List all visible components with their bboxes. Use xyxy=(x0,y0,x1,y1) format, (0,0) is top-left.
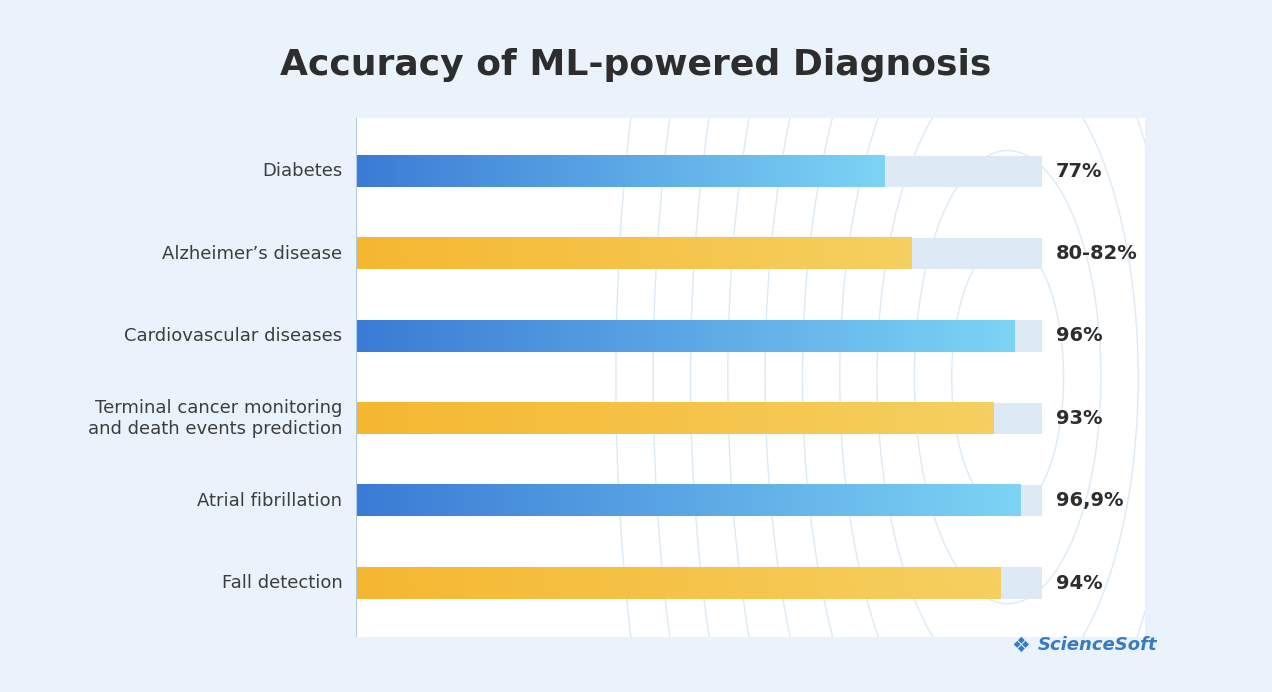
Text: 93%: 93% xyxy=(1056,409,1102,428)
Bar xyxy=(356,238,1042,269)
Bar xyxy=(356,403,1042,434)
Text: Terminal cancer monitoring
and death events prediction: Terminal cancer monitoring and death eve… xyxy=(88,399,342,438)
Bar xyxy=(356,485,1042,516)
Text: Alzheimer’s disease: Alzheimer’s disease xyxy=(163,244,342,262)
Text: 96%: 96% xyxy=(1056,327,1103,345)
Text: 80-82%: 80-82% xyxy=(1056,244,1137,263)
Bar xyxy=(356,156,1042,187)
Text: ScienceSoft: ScienceSoft xyxy=(1038,636,1158,654)
Text: 96,9%: 96,9% xyxy=(1056,491,1123,510)
Text: Atrial fibrillation: Atrial fibrillation xyxy=(197,492,342,510)
Text: 94%: 94% xyxy=(1056,574,1103,592)
Text: Diabetes: Diabetes xyxy=(262,162,342,180)
Bar xyxy=(356,567,1042,599)
Text: Accuracy of ML-powered Diagnosis: Accuracy of ML-powered Diagnosis xyxy=(280,48,992,82)
Text: Fall detection: Fall detection xyxy=(221,574,342,592)
Bar xyxy=(356,320,1042,352)
Text: 77%: 77% xyxy=(1056,162,1102,181)
Text: ❖: ❖ xyxy=(1011,636,1030,656)
Text: Cardiovascular diseases: Cardiovascular diseases xyxy=(125,327,342,345)
